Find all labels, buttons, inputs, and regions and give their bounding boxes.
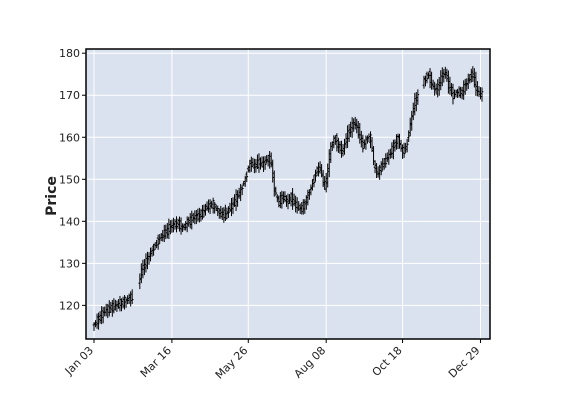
ohlc-bar [245,171,249,183]
x-tick-label: Oct 18 [370,344,405,379]
x-tick-label: May 26 [213,344,251,382]
y-tick-label: 180 [59,47,80,60]
ohlc-bars [92,66,484,331]
grid-lines [86,49,490,339]
x-tick-label: Aug 08 [292,344,329,381]
plot-frame [85,48,491,340]
y-tick-label: 120 [59,299,80,312]
ohlc-bar [227,206,230,218]
ohlc-bar [369,131,372,149]
x-tick-label: Jan 03 [62,344,96,378]
ohlc-bar [379,161,383,176]
ohlc-bar [130,289,134,305]
ohlc-bar [361,134,365,153]
ohlc-bar [416,89,420,105]
y-axis-label: Price [44,176,60,216]
y-tick-label: 130 [59,257,80,270]
ohlc-bar [240,185,244,196]
ohlc-bar [402,142,406,158]
y-tick-label: 160 [59,131,80,144]
ohlc-bar [405,138,409,153]
ohlc-bar [274,186,278,196]
ohlc-bar [425,71,429,84]
y-tick-label: 140 [59,215,80,228]
ohlc-bar [123,294,126,310]
ohlc-bar [156,234,160,250]
ohlc-bar [480,87,484,102]
x-tick-label: Mar 16 [138,344,174,380]
ohlc-bar [213,201,217,214]
ohlc-bar [312,174,316,188]
ohlc-bar [263,156,267,170]
x-tick-label: Dec 29 [446,344,483,381]
ohlc-bar [384,153,388,168]
ohlc-bar [211,197,215,214]
y-tick-label: 150 [59,173,80,186]
y-tick-label: 170 [59,89,80,102]
